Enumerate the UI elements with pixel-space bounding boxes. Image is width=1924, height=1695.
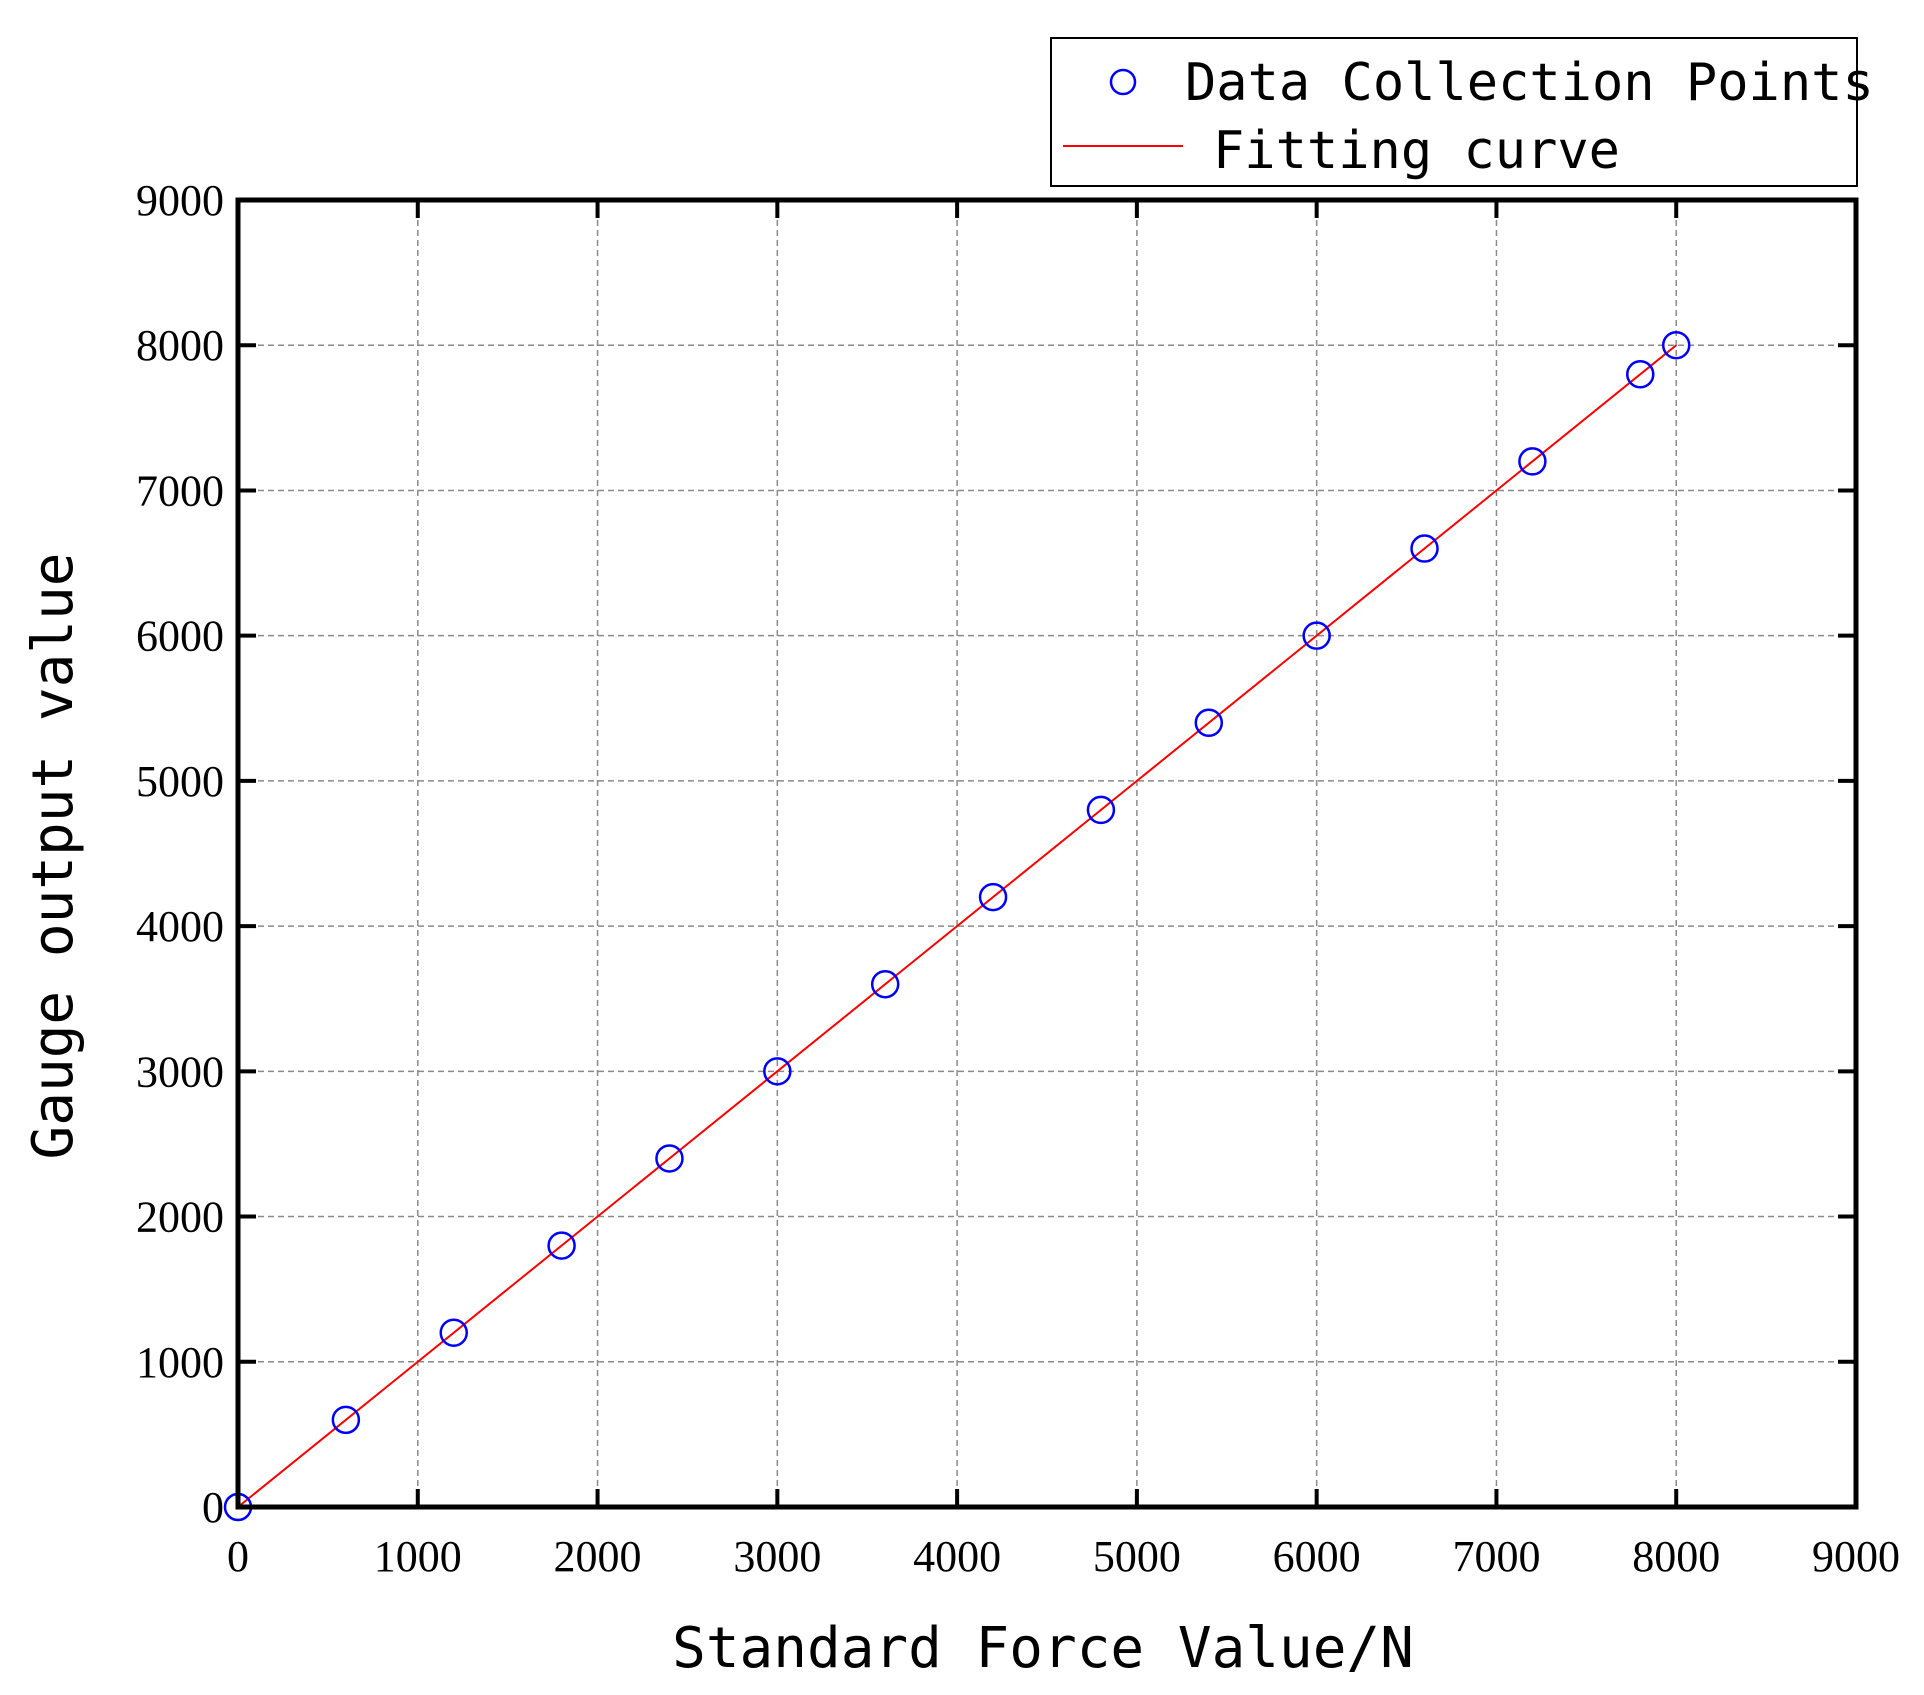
y-axis-title: Gauge output value — [21, 553, 86, 1160]
y-tick-label: 6000 — [136, 612, 224, 661]
legend-label-fitting-curve: Fitting curve — [1213, 121, 1620, 181]
legend: Data Collection Points Fitting curve — [1050, 37, 1874, 187]
data-point — [655, 1144, 684, 1173]
x-tick-label: 7000 — [1452, 1532, 1540, 1581]
y-tick-label: 0 — [202, 1483, 224, 1532]
data-point — [547, 1231, 576, 1260]
legend-box — [1050, 37, 1858, 187]
y-tick-label: 2000 — [136, 1193, 224, 1242]
y-tick-label: 9000 — [136, 176, 224, 225]
x-tick-label: 6000 — [1273, 1532, 1361, 1581]
data-point — [1518, 447, 1547, 476]
x-tick-label: 2000 — [554, 1532, 642, 1581]
data-point — [1661, 330, 1691, 360]
data-point — [870, 969, 900, 999]
data-point — [763, 1057, 792, 1086]
x-tick-label: 5000 — [1093, 1532, 1181, 1581]
x-tick-label: 0 — [227, 1532, 249, 1581]
data-point — [1194, 708, 1224, 738]
x-tick-label: 1000 — [374, 1532, 462, 1581]
data-point — [331, 1405, 361, 1435]
y-tick-label: 4000 — [136, 902, 224, 951]
x-tick-label: 9000 — [1812, 1532, 1900, 1581]
fitting-curve-layer — [237, 344, 1677, 1508]
data-point — [439, 1318, 468, 1347]
data-point — [1086, 795, 1116, 825]
legend-label-data-points: Data Collection Points — [1185, 53, 1874, 113]
x-tick-label: 3000 — [733, 1532, 821, 1581]
y-tick-label: 5000 — [136, 757, 224, 806]
grid-lines — [238, 200, 1856, 1507]
x-tick-label: 4000 — [913, 1532, 1001, 1581]
data-point — [1626, 360, 1655, 389]
y-tick-label: 1000 — [136, 1338, 224, 1387]
legend-marker-data-points — [1109, 68, 1137, 96]
y-tick-label: 7000 — [136, 466, 224, 515]
data-points-layer — [223, 330, 1691, 1522]
plot-frame — [235, 197, 1859, 1510]
data-point — [1302, 621, 1331, 650]
data-point — [978, 882, 1008, 912]
x-tick-labels: 0 1000 2000 3000 4000 5000 6000 7000 8000 9000 — [227, 1532, 1900, 1581]
data-point — [1410, 534, 1439, 563]
y-tick-label: 8000 — [136, 321, 224, 370]
x-axis-title: Standard Force Value/N — [672, 1616, 1414, 1681]
fitting-curve-line — [237, 344, 1677, 1508]
y-tick-label: 3000 — [136, 1047, 224, 1096]
x-tick-label: 8000 — [1632, 1532, 1720, 1581]
y-tick-labels: 0 1000 2000 3000 4000 5000 6000 7000 8000 9000 — [136, 176, 224, 1532]
axis-ticks — [238, 200, 1856, 1507]
